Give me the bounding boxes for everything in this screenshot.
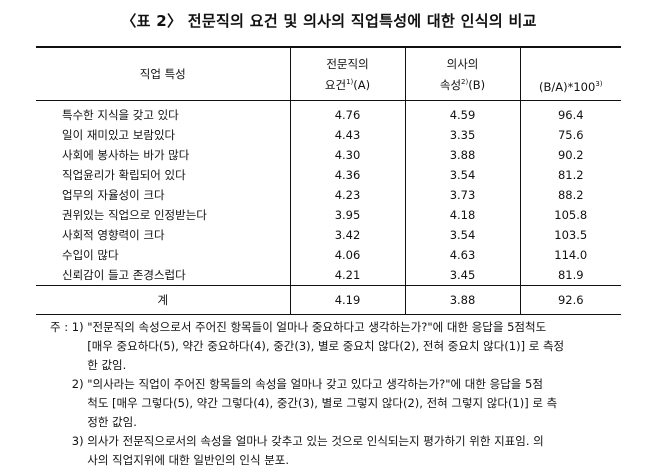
row-a-value: 3.95 — [289, 205, 405, 225]
header-ratio: (B/A)*1003) — [519, 47, 621, 101]
row-ratio-value: 96.4 — [519, 100, 621, 125]
row-name: 사회에 봉사하는 바가 많다 — [62, 148, 190, 162]
row-name: 업무의 자율성이 크다 — [62, 188, 165, 202]
table-row: 신뢰감이 들고 존경스럽다 4.21 3.45 81.9 — [36, 265, 621, 286]
row-name: 신뢰감이 들고 존경스럽다 — [62, 268, 186, 282]
row-b-value: 4.18 — [404, 205, 520, 225]
row-name: 직업윤리가 확립되어 있다 — [62, 168, 186, 182]
table-row: 사회에 봉사하는 바가 많다 4.30 3.88 90.2 — [36, 145, 621, 165]
footnote-line: "의사라는 직업이 주어진 항목들의 속성을 얼마나 갖고 있다고 생각하는가?… — [87, 377, 543, 391]
header-doctor-attribute: 의사의 속성2)(B) — [404, 47, 520, 101]
footnote-marker: 1) — [71, 320, 88, 334]
total-a-value: 4.19 — [289, 285, 405, 315]
footnote-line: 사의 직업지위에 대한 일반인의 인식 분포. — [87, 453, 290, 467]
footnote-line: 정한 값임. — [87, 415, 137, 429]
total-label: 계 — [157, 293, 169, 307]
header-job-characteristic: 직업 특성 — [139, 67, 186, 81]
footnote-item: 주 : 3) 의사가 전문직으로서의 속성을 얼마나 갖추고 있는 것으로 인식… — [50, 432, 610, 470]
total-b-value: 3.88 — [404, 285, 520, 315]
row-b-value: 3.54 — [404, 165, 520, 185]
row-ratio-value: 88.2 — [519, 185, 621, 205]
footnotes: 주 : 1) "전문직의 속성으로서 주어진 항목들이 얼마나 중요하다고 생각… — [50, 318, 610, 470]
row-b-value: 3.54 — [404, 225, 520, 245]
row-ratio-value: 81.2 — [519, 165, 621, 185]
table-header-row: 직업 특성 전문직의 요건1)(A) 의사의 속성2)(B) (B/A)*1003) — [36, 47, 621, 101]
table-row: 직업윤리가 확립되어 있다 4.36 3.54 81.2 — [36, 165, 621, 185]
row-a-value: 3.42 — [289, 225, 405, 245]
row-ratio-value: 105.8 — [519, 205, 621, 225]
row-name: 사회적 영향력이 크다 — [62, 228, 165, 242]
row-name: 수입이 많다 — [62, 248, 119, 262]
row-b-value: 4.59 — [404, 100, 520, 125]
table-row: 업무의 자율성이 크다 4.23 3.73 88.2 — [36, 185, 621, 205]
row-b-value: 4.63 — [404, 245, 520, 265]
table-row: 수입이 많다 4.06 4.63 114.0 — [36, 245, 621, 265]
footnote-marker: 2) — [71, 377, 88, 391]
comparison-table: 직업 특성 전문직의 요건1)(A) 의사의 속성2)(B) (B/A)*1003)… — [36, 46, 621, 315]
row-a-value: 4.36 — [289, 165, 405, 185]
table-row: 사회적 영향력이 크다 3.42 3.54 103.5 — [36, 225, 621, 245]
row-ratio-value: 114.0 — [519, 245, 621, 265]
footnote-prefix: 주 : — [50, 320, 72, 334]
footnote-line: 의사가 전문직으로서의 속성을 얼마나 갖추고 있는 것으로 인식되는지 평가하… — [87, 434, 544, 448]
total-ratio-value: 92.6 — [519, 285, 621, 315]
row-b-value: 3.45 — [404, 265, 520, 286]
row-b-value: 3.88 — [404, 145, 520, 165]
row-ratio-value: 90.2 — [519, 145, 621, 165]
footnote-line: 한 값임. — [87, 358, 127, 372]
footnote-line: "전문직의 속성으로서 주어진 항목들이 얼마나 중요하다고 생각하는가?"에 … — [87, 320, 547, 334]
header-professional-requirement: 전문직의 요건1)(A) — [289, 47, 405, 101]
table-row: 권위있는 직업으로 인정받는다 3.95 4.18 105.8 — [36, 205, 621, 225]
row-b-value: 3.35 — [404, 125, 520, 145]
row-ratio-value: 75.6 — [519, 125, 621, 145]
row-name: 특수한 지식을 갖고 있다 — [62, 108, 179, 122]
footnote-item: 주 : 2) "의사라는 직업이 주어진 항목들의 속성을 얼마나 갖고 있다고… — [50, 375, 610, 432]
table-title: 〈표 2〉 전문직의 요건 및 의사의 직업특성에 대한 인식의 비교 — [121, 12, 537, 30]
row-b-value: 3.73 — [404, 185, 520, 205]
footnote-line: [매우 중요하다(5), 약간 중요하다(4), 중간(3), 별로 중요치 않… — [87, 339, 565, 353]
row-a-value: 4.76 — [289, 100, 405, 125]
footnote-item: 주 : 1) "전문직의 속성으로서 주어진 항목들이 얼마나 중요하다고 생각… — [50, 318, 610, 375]
row-a-value: 4.30 — [289, 145, 405, 165]
total-row: 계 4.19 3.88 92.6 — [36, 285, 621, 315]
footnote-line: 척도 [매우 그렇다(5), 약간 그렇다(4), 중간(3), 별로 그렇지 … — [87, 396, 558, 410]
table-row: 일이 재미있고 보람있다 4.43 3.35 75.6 — [36, 125, 621, 145]
row-name: 권위있는 직업으로 인정받는다 — [62, 208, 207, 222]
row-a-value: 4.23 — [289, 185, 405, 205]
row-a-value: 4.06 — [289, 245, 405, 265]
row-a-value: 4.43 — [289, 125, 405, 145]
row-ratio-value: 81.9 — [519, 265, 621, 286]
row-ratio-value: 103.5 — [519, 225, 621, 245]
row-a-value: 4.21 — [289, 265, 405, 286]
table-row: 특수한 지식을 갖고 있다 4.76 4.59 96.4 — [36, 100, 621, 125]
footnote-marker: 3) — [71, 434, 88, 448]
row-name: 일이 재미있고 보람있다 — [62, 128, 176, 142]
